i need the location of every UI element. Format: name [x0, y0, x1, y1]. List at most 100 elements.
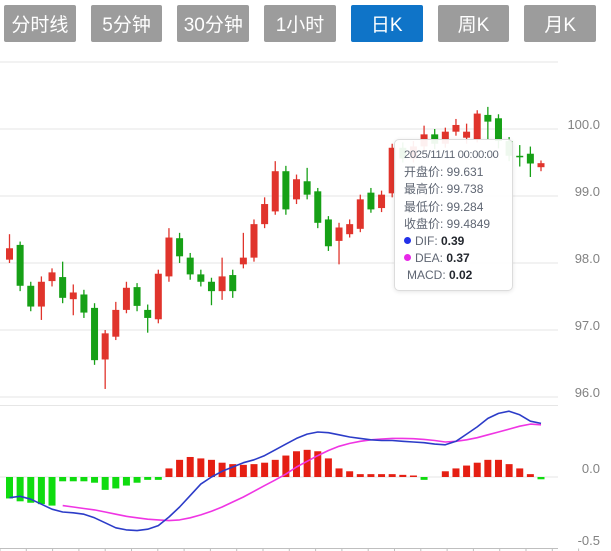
- candle-tooltip: 2025/11/11 00:00:00 开盘价: 99.631 最高价: 99.…: [394, 139, 513, 291]
- candle-body[interactable]: [324, 219, 332, 247]
- high-value: 99.738: [446, 182, 484, 197]
- candle-body[interactable]: [346, 224, 354, 235]
- price-axis-label: 97.0: [574, 318, 600, 333]
- macd-hist-bar: [537, 477, 545, 480]
- macd-hist-bar: [186, 456, 194, 477]
- tab-30min[interactable]: 30分钟: [177, 5, 250, 42]
- tab-monthly-k[interactable]: 月K: [524, 5, 597, 42]
- candle-body[interactable]: [239, 257, 247, 265]
- candle-body[interactable]: [218, 276, 226, 292]
- candle-body[interactable]: [133, 287, 141, 306]
- tooltip-dea-row: DEA: 0.37: [404, 250, 504, 267]
- candle-body[interactable]: [526, 153, 534, 164]
- candle-body[interactable]: [80, 294, 88, 313]
- macd-hist-bar: [324, 458, 332, 477]
- candle-body[interactable]: [271, 171, 279, 212]
- tooltip-datetime: 2025/11/11 00:00:00: [404, 149, 499, 161]
- tab-5min[interactable]: 5分钟: [90, 5, 163, 42]
- candle-body[interactable]: [229, 275, 237, 292]
- open-value: 99.631: [446, 165, 484, 180]
- candle-body[interactable]: [473, 113, 481, 140]
- macd-hist-bar: [48, 477, 56, 506]
- candle-body[interactable]: [261, 204, 269, 225]
- candle-body[interactable]: [516, 155, 524, 158]
- macd-hist-bar: [239, 464, 247, 477]
- tooltip-dif-row: DIF: 0.39: [404, 233, 504, 250]
- macd-hist-bar: [314, 451, 322, 477]
- macd-hist-bar: [409, 475, 417, 477]
- candle-body[interactable]: [122, 287, 130, 310]
- candle-body[interactable]: [207, 281, 215, 292]
- candle-body[interactable]: [16, 244, 24, 286]
- candle-body[interactable]: [69, 292, 77, 300]
- candle-body[interactable]: [463, 131, 471, 138]
- candle-body[interactable]: [388, 147, 396, 194]
- candle-body[interactable]: [314, 191, 322, 223]
- macd-hist-bar: [133, 477, 141, 483]
- candle-body[interactable]: [494, 118, 502, 142]
- macd-hist-bar: [59, 477, 67, 482]
- macd-hist-bar: [154, 477, 162, 480]
- candle-body[interactable]: [250, 224, 258, 258]
- low-value: 99.284: [446, 199, 484, 214]
- candle-body[interactable]: [537, 163, 545, 168]
- candle-body[interactable]: [112, 309, 120, 337]
- tooltip-open-row: 开盘价: 99.631: [404, 164, 504, 181]
- candle-body[interactable]: [6, 248, 13, 260]
- candle-body[interactable]: [197, 274, 205, 282]
- macd-hist-bar: [6, 477, 13, 499]
- candle-body[interactable]: [452, 124, 460, 132]
- candle-body[interactable]: [144, 309, 152, 318]
- macd-hist-bar: [335, 468, 343, 477]
- macd-hist-bar: [420, 477, 428, 480]
- candle-body[interactable]: [378, 194, 386, 209]
- price-axis-label: 96.0: [574, 385, 600, 400]
- macd-hist-bar: [516, 468, 524, 477]
- candle-body[interactable]: [282, 171, 290, 210]
- macd-hist-bar: [122, 477, 130, 486]
- price-axis-label: 98.0: [574, 251, 600, 266]
- candle-body[interactable]: [27, 285, 35, 307]
- macd-hist-bar: [378, 474, 386, 477]
- high-label: 最高价:: [404, 182, 447, 197]
- macd-hist-bar: [91, 477, 99, 483]
- price-axis-label: 99.0: [574, 184, 600, 199]
- tab-daily-k[interactable]: 日K: [350, 5, 423, 42]
- candle-body[interactable]: [165, 237, 173, 277]
- tooltip-high-row: 最高价: 99.738: [404, 181, 504, 198]
- tab-weekly-k[interactable]: 周K: [437, 5, 510, 42]
- macd-value: 0.02: [449, 268, 473, 283]
- tab-time-line[interactable]: 分时线: [4, 5, 76, 42]
- candle-body[interactable]: [154, 273, 162, 320]
- dea-line: [62, 423, 542, 522]
- dea-value: 0.37: [446, 251, 470, 266]
- candle-body[interactable]: [367, 192, 375, 210]
- macd-hist-bar: [37, 477, 45, 505]
- macd-hist-bar: [27, 477, 35, 503]
- low-label: 最低价:: [404, 199, 447, 214]
- candle-body[interactable]: [176, 238, 184, 257]
- candle-body[interactable]: [356, 199, 364, 229]
- tab-1hour[interactable]: 1小时: [264, 5, 336, 42]
- macd-hist-bar: [101, 477, 109, 490]
- macd-hist-bar: [207, 459, 215, 477]
- candle-body[interactable]: [91, 307, 99, 361]
- candle-body[interactable]: [101, 333, 109, 360]
- macd-hist-bar: [463, 465, 471, 477]
- candle-body[interactable]: [484, 114, 492, 122]
- candle-body[interactable]: [441, 131, 449, 144]
- candle-body[interactable]: [37, 281, 45, 307]
- candle-body[interactable]: [48, 272, 56, 282]
- macd-hist-bar: [112, 477, 120, 489]
- macd-hist-bar: [505, 464, 513, 477]
- dif-line: [9, 410, 542, 532]
- candle-body[interactable]: [293, 179, 301, 200]
- candle-body[interactable]: [186, 257, 194, 275]
- candle-body[interactable]: [59, 277, 67, 298]
- candle-body[interactable]: [303, 181, 311, 195]
- macd-hist-bar: [452, 468, 460, 477]
- macd-hist-bar: [388, 474, 396, 477]
- candle-body[interactable]: [335, 227, 343, 241]
- macd-hist-bar: [80, 477, 88, 482]
